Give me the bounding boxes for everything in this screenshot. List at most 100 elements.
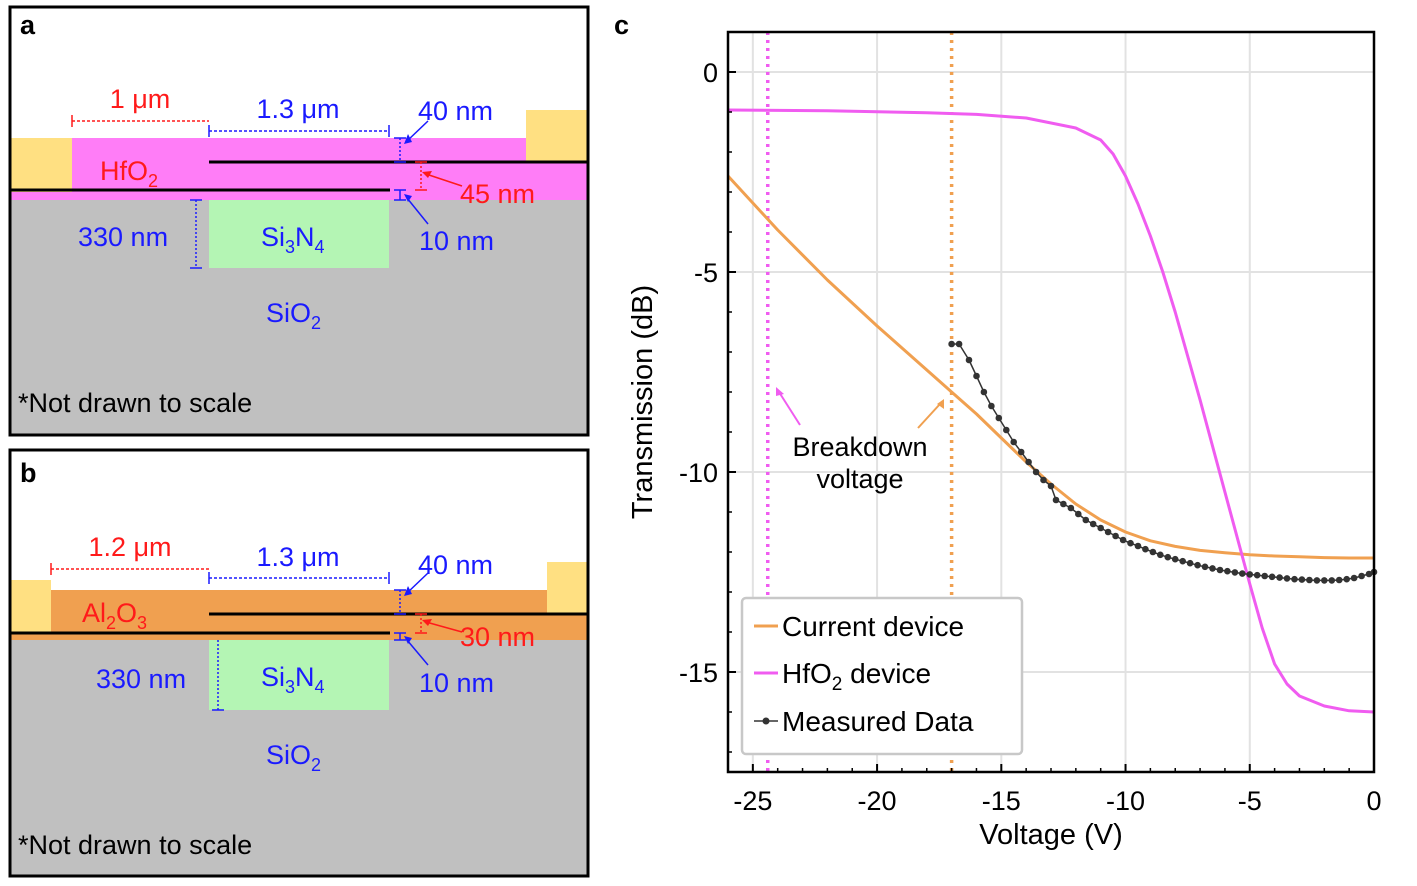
x-tick-label: 0 <box>1366 786 1381 816</box>
measured-point <box>1157 551 1164 559</box>
panel-a-note: *Not drawn to scale <box>18 388 252 418</box>
measured-point <box>1268 573 1276 581</box>
panel-a-gap-dimension <box>71 115 209 127</box>
measured-point <box>1025 458 1032 466</box>
x-tick-label: -5 <box>1238 786 1262 816</box>
chart-series <box>726 108 1378 714</box>
breakdown-annotation-line2: voltage <box>816 464 903 494</box>
measured-point <box>1097 524 1104 532</box>
measured-point <box>1134 542 1142 550</box>
series-measured-data <box>951 343 1375 582</box>
panel-a-frame <box>8 5 590 437</box>
breakdown-annotation-line1: Breakdown <box>792 432 927 462</box>
measured-point <box>1328 577 1336 584</box>
measured-point <box>1276 574 1283 581</box>
panel-b-gap-label: 1.2 μm <box>88 532 171 562</box>
measured-point <box>1209 565 1216 572</box>
panel-a-right-electrode <box>526 110 588 162</box>
measured-point <box>1142 545 1149 553</box>
measured-point <box>1261 572 1268 580</box>
measured-point <box>1253 571 1261 579</box>
measured-point <box>1194 561 1201 569</box>
legend: Current device HfO2 device Measured Data <box>740 596 1024 756</box>
panel-b-top-thickness-label: 40 nm <box>418 550 493 580</box>
measured-point <box>1224 567 1231 575</box>
y-tick-label: -15 <box>679 658 718 688</box>
x-tick-label: -20 <box>858 786 897 816</box>
panel-b-note: *Not drawn to scale <box>18 830 252 860</box>
panel-c: c -25 -20 -15 -10 -5 0 0 -5 -10 -15 Voltage (V) T… <box>614 10 1382 851</box>
measured-point <box>1119 536 1127 544</box>
panel-a: 1 μm 1.3 μm 40 nm 45 nm 10 nm 330 nm HfO… <box>8 5 590 437</box>
measured-point <box>1283 575 1291 582</box>
panel-b-arrowhead-40nm <box>404 586 412 596</box>
measured-point <box>988 402 995 410</box>
x-tick-label: -25 <box>733 786 772 816</box>
measured-point <box>1017 448 1025 456</box>
panel-a-sio2-label: SiO2 <box>266 298 321 333</box>
panel-a-arrowhead-40nm <box>404 134 412 144</box>
panel-a-left-electrode <box>10 138 72 192</box>
panel-a-width-label: 1.3 μm <box>256 94 339 124</box>
measured-point <box>1291 575 1298 583</box>
measured-point <box>1335 576 1343 584</box>
measured-point <box>1216 566 1224 574</box>
measured-point <box>1298 576 1306 583</box>
measured-point <box>1201 563 1209 571</box>
measured-point <box>955 340 963 348</box>
annotation-arrow-magenta <box>778 391 801 426</box>
panel-a-layer-thickness-label: 45 nm <box>460 179 535 209</box>
measured-point <box>1179 557 1186 565</box>
series-hfo2-device <box>727 108 1375 714</box>
legend-label-current: Current device <box>782 611 964 642</box>
y-axis-label: Transmission (dB) <box>627 285 659 519</box>
measured-point <box>1171 555 1179 563</box>
panel-b-sin-height-label: 330 nm <box>96 664 186 694</box>
measured-point <box>973 372 980 380</box>
annotation-arrowhead-orange <box>937 399 944 409</box>
panel-a-width-dimension <box>190 120 429 269</box>
legend-marker-measured <box>762 717 770 725</box>
plot-frame <box>726 30 1376 774</box>
panel-b-layer-dimension <box>415 613 463 634</box>
measured-point <box>1186 559 1194 567</box>
panel-b-bottom-thickness-label: 10 nm <box>419 668 494 698</box>
measured-point <box>1010 438 1017 446</box>
measured-point <box>995 414 1003 422</box>
panel-b-layer-thickness-label: 30 nm <box>460 622 535 652</box>
panel-a-layer-dimension <box>415 161 463 191</box>
panel-b-sin-label: Si3N4 <box>261 662 325 697</box>
annotation-arrow-orange <box>917 403 941 429</box>
measured-point <box>1052 496 1060 504</box>
panel-b-left-electrode <box>10 580 51 632</box>
measured-point <box>980 388 988 396</box>
legend-label-hfo2: HfO2 device <box>782 658 931 695</box>
measured-point <box>1350 574 1358 582</box>
measured-point <box>1060 500 1067 508</box>
x-axis-label: Voltage (V) <box>979 819 1122 851</box>
panel-b-frame <box>8 448 590 878</box>
panel-b-arrowhead-10nm <box>404 636 412 644</box>
series-current-device <box>726 174 1374 560</box>
measured-point <box>1127 539 1134 547</box>
panel-b-sin-waveguide <box>209 640 389 710</box>
y-tick-label: -5 <box>694 258 718 288</box>
y-tick-label: -10 <box>679 458 718 488</box>
measured-point <box>1246 571 1254 578</box>
chart-ticks: -25 -20 -15 -10 -5 0 0 -5 -10 -15 <box>679 58 1382 816</box>
measured-point <box>1358 572 1365 580</box>
measured-point <box>1112 532 1119 540</box>
annotation-arrowhead-magenta <box>776 387 784 396</box>
legend-label-measured: Measured Data <box>782 706 974 737</box>
panel-b-label: b <box>20 458 37 488</box>
panel-b: 1.2 μm 1.3 μm 40 nm 30 nm 10 nm 330 nm A… <box>8 448 590 878</box>
panel-a-label: a <box>20 10 36 40</box>
measured-point <box>1104 528 1112 536</box>
panel-b-arrowhead-30nm <box>422 619 432 626</box>
panel-c-label: c <box>614 10 629 40</box>
x-tick-label: -15 <box>982 786 1021 816</box>
legend-box <box>740 596 1024 756</box>
panel-a-top-thickness-label: 40 nm <box>418 96 493 126</box>
y-tick-label: 0 <box>703 58 718 88</box>
